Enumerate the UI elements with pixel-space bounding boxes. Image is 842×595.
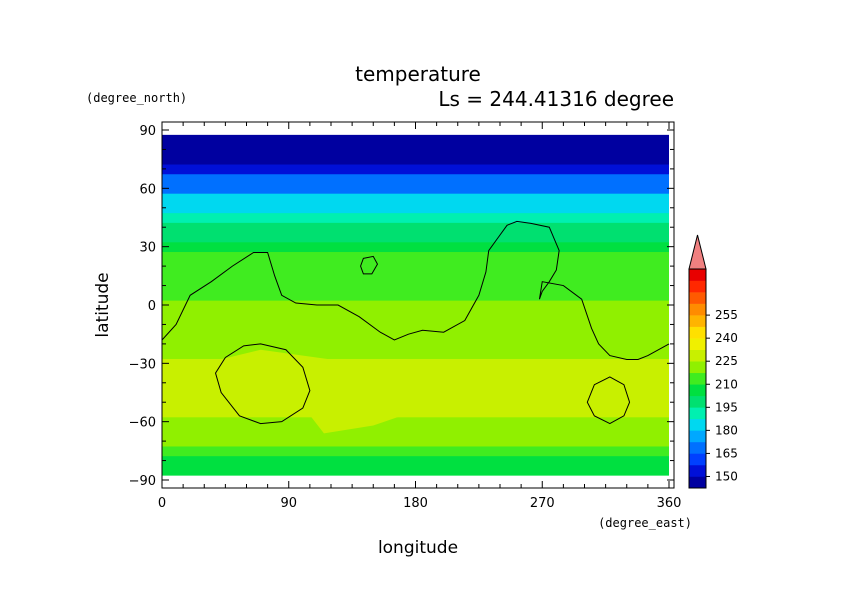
y-units-label: (degree_north) <box>86 91 187 105</box>
warm-region <box>162 349 472 434</box>
x-axis-label: longitude <box>378 538 458 558</box>
x-tick-label: 360 <box>657 496 682 511</box>
colorbar-swatch <box>689 269 706 281</box>
x-tick-label: 270 <box>530 496 555 511</box>
temperature-band <box>162 173 669 184</box>
temperature-band <box>162 465 669 476</box>
temperature-band <box>162 455 669 466</box>
colorbar-label: 180 <box>715 423 738 437</box>
colorbar-swatch <box>689 303 706 316</box>
contour-line <box>162 220 670 360</box>
colorbar-swatch <box>689 280 706 293</box>
colorbar-swatch <box>689 361 706 374</box>
colorbar-frame <box>688 268 707 489</box>
temperature-band <box>162 270 669 282</box>
temperature-band <box>162 436 669 447</box>
colorbar-extend-arrow <box>688 234 707 270</box>
temperature-band <box>162 202 669 214</box>
colorbar-label: 210 <box>715 377 738 391</box>
temperature-band <box>162 339 669 350</box>
contour-line <box>586 376 631 425</box>
temperature-band <box>162 232 669 243</box>
axes: 0 90 180 270 360 90 60 30 0 −30 −60 −90 <box>129 122 682 511</box>
temperature-band <box>162 426 669 437</box>
colorbar-swatch <box>689 315 706 327</box>
plot-area <box>162 134 669 476</box>
y-tick-label: 0 <box>148 299 156 314</box>
colorbar-swatch <box>689 292 706 304</box>
temperature-band <box>162 290 669 301</box>
temperature-band <box>162 261 669 272</box>
y-tick-label: −30 <box>129 357 156 372</box>
colorbar-swatch <box>689 338 706 350</box>
colorbar-swatch <box>689 349 706 362</box>
colorbar-swatch <box>689 430 706 443</box>
colorbar-swatch <box>689 476 706 489</box>
colorbar-label: 195 <box>715 400 738 414</box>
colorbar-swatch <box>689 407 706 420</box>
temperature-band <box>162 193 669 204</box>
colorbar-label: 240 <box>715 331 738 345</box>
colorbar-label: 165 <box>715 446 738 460</box>
warm-region <box>619 363 669 412</box>
x-tick-label: 90 <box>280 496 297 511</box>
temperature-band <box>162 212 669 223</box>
temperature-band <box>162 348 669 359</box>
y-tick-label: 30 <box>139 241 156 256</box>
contour-line <box>360 255 379 275</box>
colorbar-swatch <box>689 453 706 466</box>
temperature-band <box>162 241 669 253</box>
y-tick-label: 90 <box>139 124 156 139</box>
temperature-band <box>162 154 669 165</box>
temperature-band <box>162 144 669 155</box>
y-tick-label: −60 <box>129 416 156 431</box>
colorbar-swatch <box>689 418 706 431</box>
chart-subtitle: Ls = 244.41316 degree <box>438 87 674 111</box>
colorbar-swatch <box>689 326 706 339</box>
colorbar: 150 165 180 195 210 225 240 255 <box>688 234 738 489</box>
temperature-band <box>162 280 669 291</box>
temperature-band <box>162 183 669 194</box>
temperature-band <box>162 251 669 262</box>
x-units-label: (degree_east) <box>598 516 692 530</box>
y-tick-label: 60 <box>139 182 156 197</box>
temperature-band <box>162 407 669 418</box>
temperature-band <box>162 368 669 379</box>
colorbar-label: 225 <box>715 354 738 368</box>
temperature-band <box>162 222 669 233</box>
colorbar-swatch <box>689 372 706 385</box>
temperature-band <box>162 134 669 146</box>
colorbar-swatch <box>689 441 706 454</box>
colorbar-label: 150 <box>715 469 738 483</box>
temperature-band <box>162 416 669 428</box>
temperature-band <box>162 319 669 330</box>
contour-line <box>214 343 311 425</box>
temperature-band <box>162 445 669 457</box>
colorbar-label: 255 <box>715 308 738 322</box>
temperature-band <box>162 358 669 369</box>
contour-lines <box>162 220 670 425</box>
temperature-band <box>162 309 669 321</box>
x-tick-label: 180 <box>403 496 428 511</box>
chart-title: temperature <box>355 62 481 86</box>
colorbar-swatch <box>689 384 706 397</box>
y-axis-label: latitude <box>93 272 113 337</box>
temperature-band <box>162 329 669 340</box>
colorbar-swatch <box>689 395 706 408</box>
x-tick-label: 0 <box>158 496 166 511</box>
y-tick-label: −90 <box>129 474 156 489</box>
temperature-band <box>162 164 669 175</box>
temperature-band <box>162 300 669 311</box>
colorbar-swatch <box>689 464 706 477</box>
